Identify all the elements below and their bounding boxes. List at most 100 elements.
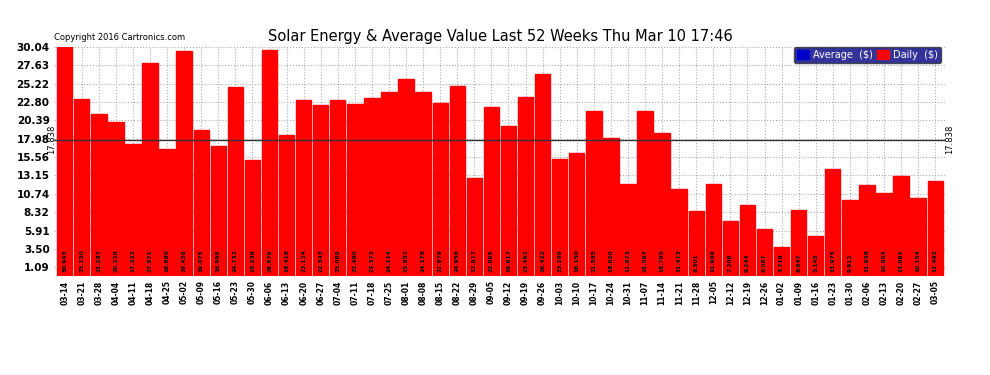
Text: 24.178: 24.178 — [421, 249, 426, 272]
Text: 20.228: 20.228 — [114, 249, 119, 272]
Bar — [91, 114, 107, 276]
Text: 10.154: 10.154 — [916, 249, 921, 272]
Bar — [126, 144, 141, 276]
Text: 10.803: 10.803 — [881, 249, 886, 272]
Text: 9.912: 9.912 — [847, 254, 852, 272]
Text: 13.975: 13.975 — [831, 249, 836, 272]
Text: 8.501: 8.501 — [694, 253, 699, 272]
Bar — [74, 99, 89, 276]
Bar — [552, 159, 567, 276]
Bar — [364, 98, 379, 276]
Bar — [911, 198, 926, 276]
Bar — [621, 184, 636, 276]
Bar — [876, 194, 892, 276]
Text: 11.973: 11.973 — [626, 249, 631, 272]
Text: 11.413: 11.413 — [677, 249, 682, 272]
Text: 21.287: 21.287 — [96, 249, 101, 272]
Bar — [501, 126, 516, 276]
Text: 19.617: 19.617 — [506, 249, 511, 272]
Text: 29.679: 29.679 — [267, 249, 272, 272]
Bar — [723, 221, 739, 276]
Text: 22.095: 22.095 — [489, 249, 494, 272]
Text: 17.222: 17.222 — [131, 249, 136, 272]
Text: 6.067: 6.067 — [762, 253, 767, 272]
Text: 24.114: 24.114 — [386, 249, 391, 272]
Text: 22.490: 22.490 — [352, 249, 357, 272]
Text: 9.244: 9.244 — [744, 253, 750, 272]
Text: 7.208: 7.208 — [728, 253, 733, 272]
Bar — [159, 148, 175, 276]
Bar — [484, 107, 499, 276]
Text: 24.958: 24.958 — [454, 249, 459, 272]
Bar — [194, 130, 209, 276]
Bar — [586, 111, 602, 276]
Bar — [654, 132, 670, 276]
Text: 15.239: 15.239 — [249, 249, 255, 272]
Text: 29.456: 29.456 — [182, 249, 187, 272]
Bar — [433, 103, 447, 276]
Bar — [228, 87, 244, 276]
Bar — [279, 135, 294, 276]
Bar — [416, 92, 431, 276]
Bar — [756, 230, 772, 276]
Bar — [466, 178, 482, 276]
Bar — [638, 111, 652, 276]
Bar — [143, 63, 157, 276]
Text: 8.647: 8.647 — [796, 253, 801, 272]
Bar — [381, 92, 397, 276]
Bar — [535, 74, 550, 276]
Text: 15.299: 15.299 — [557, 249, 562, 272]
Text: Copyright 2016 Cartronics.com: Copyright 2016 Cartronics.com — [54, 33, 185, 42]
Text: 30.943: 30.943 — [62, 249, 67, 272]
Bar — [808, 237, 824, 276]
Bar — [518, 97, 534, 276]
Bar — [706, 184, 721, 276]
Text: 23.089: 23.089 — [336, 249, 341, 272]
Bar — [671, 189, 687, 276]
Text: 24.732: 24.732 — [233, 249, 238, 272]
Bar — [57, 40, 72, 276]
Text: 12.817: 12.817 — [472, 249, 477, 272]
Bar — [296, 99, 311, 276]
Text: 21.585: 21.585 — [591, 249, 596, 272]
Text: 11.938: 11.938 — [864, 249, 869, 272]
Bar — [791, 210, 806, 276]
Text: 3.718: 3.718 — [779, 253, 784, 272]
Bar — [449, 86, 465, 276]
Bar — [330, 100, 346, 276]
Text: 23.372: 23.372 — [369, 249, 374, 272]
Bar — [893, 176, 909, 276]
Bar — [842, 200, 857, 276]
Text: 16.680: 16.680 — [164, 249, 169, 272]
Bar — [689, 211, 704, 276]
Text: 27.971: 27.971 — [148, 249, 152, 272]
Bar — [261, 50, 277, 276]
Text: 23.150: 23.150 — [79, 249, 84, 272]
Text: 13.081: 13.081 — [899, 249, 904, 272]
Text: 18.020: 18.020 — [609, 249, 614, 272]
Text: 23.124: 23.124 — [301, 249, 306, 272]
Text: 22.343: 22.343 — [318, 249, 323, 272]
Text: 12.492: 12.492 — [933, 249, 938, 272]
Text: 23.492: 23.492 — [523, 249, 528, 272]
Bar — [347, 104, 362, 276]
Text: 11.969: 11.969 — [711, 249, 716, 272]
Title: Solar Energy & Average Value Last 52 Weeks Thu Mar 10 17:46: Solar Energy & Average Value Last 52 Wee… — [267, 29, 733, 44]
Bar — [211, 146, 226, 276]
Text: 17.838: 17.838 — [945, 125, 954, 154]
Text: 22.679: 22.679 — [438, 249, 443, 272]
Legend: Average  ($), Daily  ($): Average ($), Daily ($) — [794, 47, 940, 63]
Bar — [774, 248, 789, 276]
Text: 5.145: 5.145 — [813, 253, 818, 272]
Text: 17.838: 17.838 — [48, 125, 56, 154]
Bar — [108, 122, 124, 276]
Bar — [859, 185, 874, 276]
Text: 26.422: 26.422 — [541, 249, 545, 272]
Bar — [928, 180, 942, 276]
Bar — [176, 51, 192, 276]
Text: 18.795: 18.795 — [659, 249, 664, 272]
Text: 19.075: 19.075 — [199, 249, 204, 272]
Bar — [313, 105, 329, 276]
Text: 16.999: 16.999 — [216, 249, 221, 272]
Bar — [398, 79, 414, 276]
